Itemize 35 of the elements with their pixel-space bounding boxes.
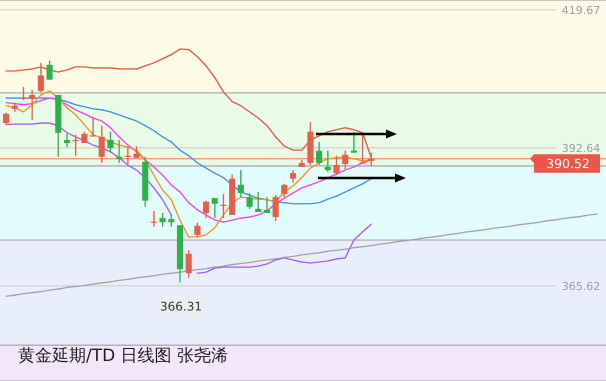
candlestick [186,250,192,278]
y-tick-label: 365.62 [562,280,600,293]
candlestick [324,150,331,173]
ref-line-label: 390.52 [546,156,590,172]
candlestick [12,102,18,112]
candlestick [342,150,348,170]
candlestick [46,60,53,80]
candlestick [255,191,262,213]
candlestick [203,200,210,219]
candlestick [350,131,357,154]
candlestick [168,213,174,228]
candlestick [316,141,322,166]
candlestick [160,212,166,228]
candlestick [64,133,70,148]
candlestick [150,210,157,228]
candlestick [238,169,244,198]
candlestick [29,89,36,121]
candlestick [333,155,340,176]
candlestick [281,183,288,198]
y-tick-label: 419.67 [562,4,600,17]
candlestick [38,62,44,93]
candlestick [290,169,296,184]
y-tick-label: 392.64 [562,142,600,155]
candlestick [116,139,122,164]
candlestick [264,196,270,214]
candlestick [3,112,10,126]
annotation: 366.31 [160,299,202,314]
candlestick [133,145,140,158]
candlestick [272,194,279,222]
candlestick [246,192,253,210]
candlestick [107,131,114,154]
candlestick [194,222,200,238]
candlestick [212,198,218,219]
text: 黄金延期/TD 日线图 张尧浠 [18,346,228,366]
candlestick [98,124,105,164]
